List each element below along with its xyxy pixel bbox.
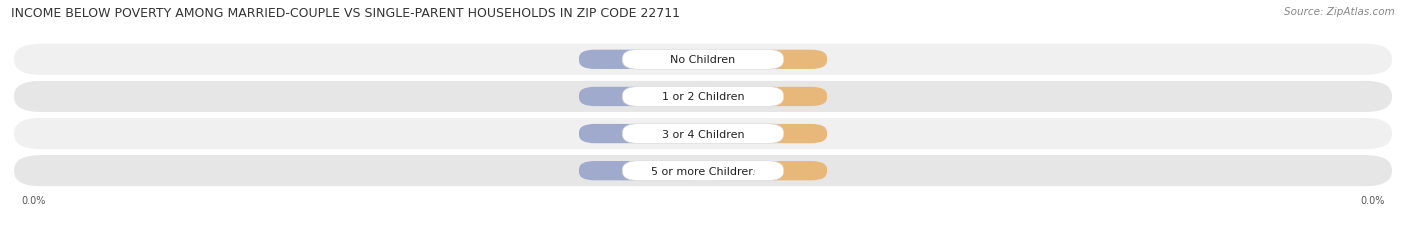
FancyBboxPatch shape [623,124,783,144]
FancyBboxPatch shape [623,87,783,107]
FancyBboxPatch shape [14,45,1392,76]
Text: 0.0%: 0.0% [627,92,655,102]
FancyBboxPatch shape [703,87,827,107]
Text: 0.0%: 0.0% [751,55,779,65]
Text: INCOME BELOW POVERTY AMONG MARRIED-COUPLE VS SINGLE-PARENT HOUSEHOLDS IN ZIP COD: INCOME BELOW POVERTY AMONG MARRIED-COUPL… [11,7,681,20]
Text: 0.0%: 0.0% [627,55,655,65]
FancyBboxPatch shape [14,155,1392,186]
FancyBboxPatch shape [623,161,783,181]
Text: 5 or more Children: 5 or more Children [651,166,755,176]
Text: 1 or 2 Children: 1 or 2 Children [662,92,744,102]
Text: 0.0%: 0.0% [627,166,655,176]
Text: 0.0%: 0.0% [1361,195,1385,205]
Text: 0.0%: 0.0% [21,195,45,205]
FancyBboxPatch shape [703,124,827,144]
Text: No Children: No Children [671,55,735,65]
Text: 0.0%: 0.0% [751,92,779,102]
FancyBboxPatch shape [579,87,703,107]
Text: 0.0%: 0.0% [751,166,779,176]
FancyBboxPatch shape [579,161,703,181]
FancyBboxPatch shape [623,50,783,70]
FancyBboxPatch shape [579,124,703,144]
Text: Source: ZipAtlas.com: Source: ZipAtlas.com [1284,7,1395,17]
FancyBboxPatch shape [703,50,827,70]
Text: 0.0%: 0.0% [627,129,655,139]
FancyBboxPatch shape [579,50,703,70]
FancyBboxPatch shape [703,161,827,181]
Text: 0.0%: 0.0% [751,129,779,139]
FancyBboxPatch shape [14,119,1392,149]
FancyBboxPatch shape [14,82,1392,112]
Text: 3 or 4 Children: 3 or 4 Children [662,129,744,139]
